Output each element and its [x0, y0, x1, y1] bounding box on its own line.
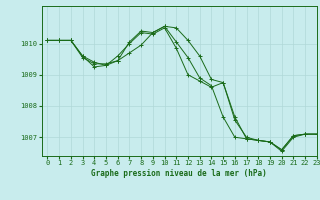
- X-axis label: Graphe pression niveau de la mer (hPa): Graphe pression niveau de la mer (hPa): [91, 169, 267, 178]
